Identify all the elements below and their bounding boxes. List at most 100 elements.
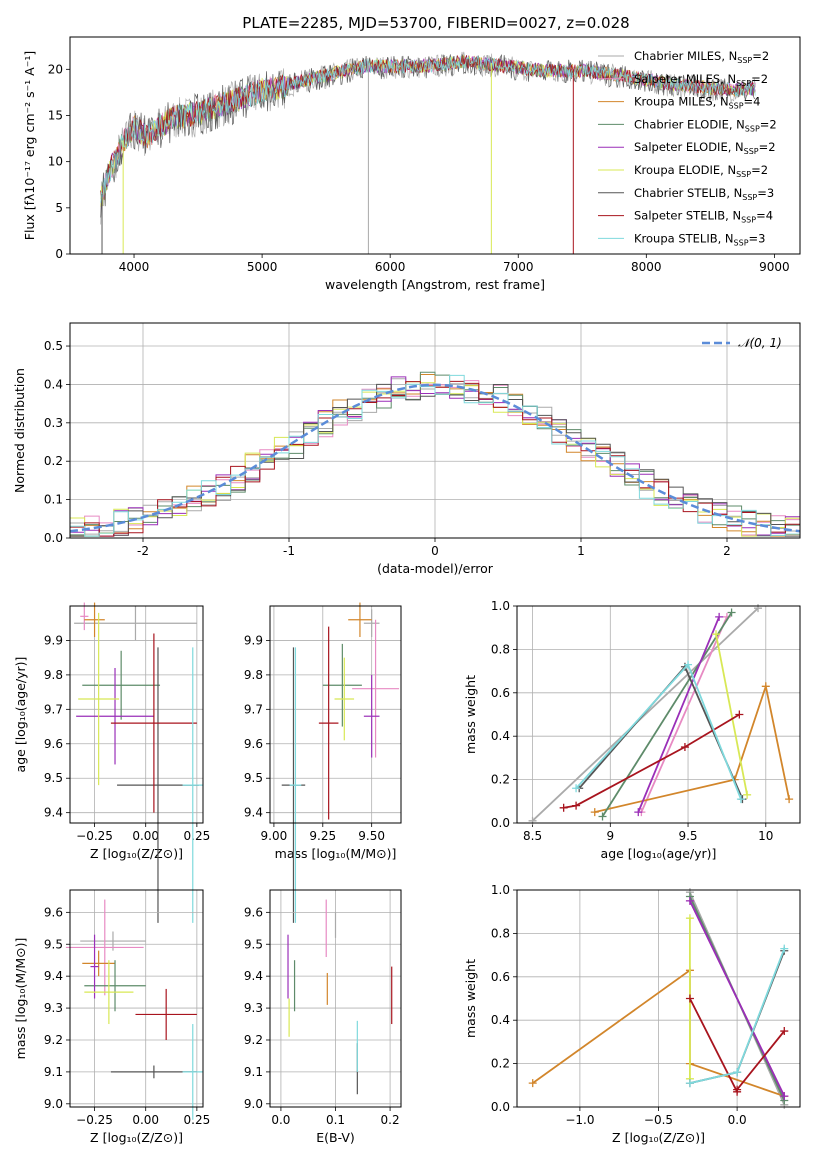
x-axis-label: (data-model)/error [377,561,494,576]
plot-area: 𝒩(0, 1) [69,336,801,537]
y-tick-label: 9.4 [44,806,63,820]
panel-6: −0.25 0.00 0.25 9.0 9.1 9.2 9.3 9.4 9.5 9.6 Z [log… [13,889,211,1145]
y-tick-label: 0.3 [44,416,63,430]
y-tick-label: 9.0 [244,1097,263,1111]
x-axis-label: Z [log₁₀(Z/Z⊙)] [90,846,183,861]
y-axis-label: mass weight [463,675,478,754]
y-axis-label: Normed distribution [12,368,27,493]
y-tick-label: 0.2 [44,454,63,468]
y-tick-label: 9.0 [44,1097,63,1111]
panel-8: −1.0 −0.5 0.0 0.0 0.2 0.4 0.6 0.8 1.0 Z [log₁₀(Z/… [463,883,801,1145]
plot-area [528,888,789,1109]
y-tick-label: 0.2 [491,773,510,787]
y-tick-label: 0.5 [44,339,63,353]
marker-7 [733,1085,742,1094]
panel-1: 4000 5000 6000 7000 8000 9000 0 5 10 15 20 waveleng… [22,36,801,292]
marker-3 [727,608,736,617]
x-tick-label: 8.5 [523,829,542,843]
x-tick-label: 0.0 [728,1113,747,1127]
y-tick-label: 9.5 [44,771,63,785]
axes-frame [69,36,801,255]
marker-3 [598,812,607,821]
y-tick-label: 9.4 [44,969,63,983]
series-line-3 [601,612,733,817]
marker-8 [736,795,745,804]
y-tick-label: 0.0 [491,1100,510,1114]
x-tick-label: 9.50 [358,829,385,843]
x-tick-label: 0.25 [184,1113,211,1127]
marker-4 [685,896,694,905]
marker-2 [590,808,599,817]
legend-entry: Kroupa ELODIE, NSSP=2 [634,163,768,179]
x-axis-label: age [log₁₀(age/yr)] [601,846,717,861]
y-tick-label: 9.7 [44,702,63,716]
x-tick-label: 10 [758,829,773,843]
axes-frame [69,889,204,1108]
series-line-1 [640,616,728,813]
y-tick-label: 0.4 [491,1013,510,1027]
y-tick-label: 9.6 [44,905,63,919]
x-tick-label: 0.2 [381,1113,400,1127]
series-line-5 [715,634,748,795]
y-tick-label: 9.8 [44,668,63,682]
marker-8 [572,784,581,793]
marker-8 [733,1068,742,1077]
y-tick-label: 9.3 [244,1001,263,1015]
y-tick-label: 9.9 [244,633,263,647]
y-tick-label: 20 [48,62,63,76]
y-axis-label: Flux [fλ10⁻¹⁷ erg cm⁻² s⁻¹ A⁻¹] [22,51,37,240]
legend-entry: 𝒩(0, 1) [738,336,782,350]
y-tick-label: 0.0 [491,816,510,830]
y-tick-label: 9.6 [244,905,263,919]
marker-5 [685,914,694,923]
x-tick-label: 9000 [759,260,790,274]
marker-4 [780,1092,789,1101]
x-axis-label: E(B-V) [316,1130,355,1145]
x-tick-label: 0 [431,544,439,558]
axes-frame [516,605,801,824]
x-tick-label: −1.0 [565,1113,594,1127]
y-tick-label: 9.1 [44,1065,63,1079]
x-tick-label: 0.0 [271,1113,290,1127]
x-tick-label: 0.00 [132,829,159,843]
x-tick-label: 2 [723,544,731,558]
x-axis-label: mass [log₁₀(M/M⊙)] [275,846,397,861]
y-tick-label: 10 [48,155,63,169]
y-tick-label: 9.4 [244,806,263,820]
y-tick-label: 9.8 [244,668,263,682]
x-axis-label: Z [log₁₀(Z/Z⊙)] [612,1130,705,1145]
y-tick-label: 9.6 [244,737,263,751]
legend-entry: Salpeter ELODIE, NSSP=2 [634,140,776,156]
x-tick-label: -2 [137,544,149,558]
normal-curve [69,383,801,533]
axes-frame [269,889,402,1108]
legend-entry: Salpeter STELIB, NSSP=4 [634,209,773,225]
panel-4: 9.00 9.25 9.50 9.4 9.5 9.6 9.7 9.8 9.9 mass [log₁… [244,602,402,923]
spectrum-line-8 [100,55,756,203]
x-tick-label: 0.00 [132,1113,159,1127]
axes-frame [69,605,204,824]
y-tick-label: 9.6 [44,737,63,751]
legend-entry: Chabrier ELODIE, NSSP=2 [634,117,777,133]
x-tick-label: 5000 [247,260,278,274]
x-tick-label: 9.00 [261,829,288,843]
marker-7 [559,803,568,812]
y-tick-label: 9.5 [244,937,263,951]
axes-frame [69,322,801,539]
marker-5 [712,630,721,639]
series-line-8 [575,662,742,800]
y-tick-label: 0.4 [491,729,510,743]
y-tick-label: 15 [48,108,63,122]
spectrum-line-7 [100,54,756,199]
axes-frame [269,605,402,824]
y-tick-label: 0.6 [491,970,510,984]
x-tick-label: 9.25 [309,829,336,843]
x-tick-label: -1 [283,544,295,558]
y-tick-label: 9.5 [44,937,63,951]
marker-4 [715,612,724,621]
x-tick-label: 7000 [503,260,534,274]
marker-8 [780,944,789,953]
y-tick-label: 0.0 [44,531,63,545]
x-tick-label: 1 [577,544,585,558]
